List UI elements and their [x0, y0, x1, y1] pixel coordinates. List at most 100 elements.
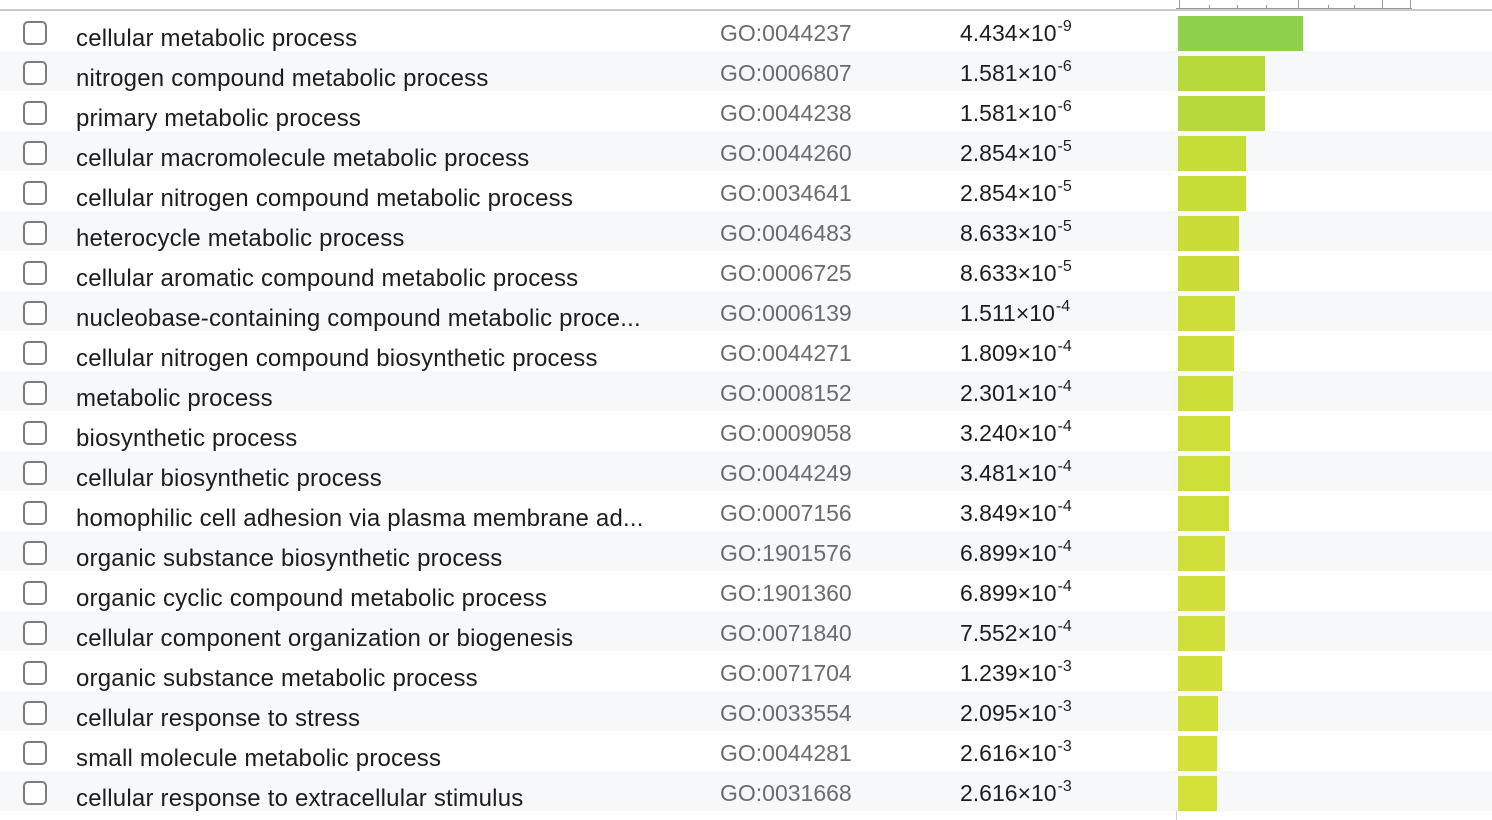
row-select-checkbox[interactable] [23, 541, 47, 565]
p-value-mantissa: 8.633 [960, 260, 1031, 286]
p-value-exponent: -5 [1057, 138, 1072, 155]
p-value: 3.84910-4 [960, 498, 1072, 531]
row-select-checkbox[interactable] [23, 581, 47, 605]
significance-bar [1178, 376, 1233, 411]
row-select-checkbox[interactable] [23, 661, 47, 685]
p-value-exponent: -3 [1057, 738, 1072, 755]
p-value-mantissa: 1.809 [960, 340, 1031, 366]
p-value-mantissa: 1.581 [960, 60, 1031, 86]
p-value: 8.63310-5 [960, 258, 1072, 291]
enrichment-table: cellular metabolic process GO:0044237 4.43… [0, 11, 1492, 812]
p-value-mantissa: 2.616 [960, 780, 1031, 806]
go-term-id: GO:0044249 [720, 460, 852, 486]
go-term-name: cellular macromolecule metabolic process [76, 145, 530, 172]
p-value: 1.58110-6 [960, 98, 1072, 131]
row-select-checkbox[interactable] [23, 381, 47, 405]
axis-tick [1354, 5, 1355, 9]
table-row: cellular biosynthetic process GO:0044249 3… [0, 451, 1492, 492]
p-value-base: 10 [1031, 740, 1057, 766]
p-value-exponent: -9 [1057, 18, 1072, 35]
go-term-id: GO:0031668 [720, 780, 852, 806]
go-term-name: cellular aromatic compound metabolic pro… [76, 265, 579, 292]
p-value-mantissa: 2.854 [960, 140, 1031, 166]
row-select-checkbox[interactable] [23, 781, 47, 805]
go-term-id: GO:0007156 [720, 500, 852, 526]
p-value-mantissa: 8.633 [960, 220, 1031, 246]
p-value-mantissa: 1.511 [960, 300, 1029, 326]
row-select-checkbox[interactable] [23, 421, 47, 445]
go-term-name: cellular metabolic process [76, 25, 358, 52]
axis-tick [1298, 0, 1299, 9]
significance-bar [1178, 16, 1303, 51]
p-value-exponent: -4 [1057, 618, 1072, 635]
p-value: 4.43410-9 [960, 18, 1072, 51]
p-value: 6.89910-4 [960, 538, 1072, 571]
p-value-exponent: -3 [1057, 658, 1072, 675]
p-value-base: 10 [1031, 180, 1057, 206]
p-value-base: 10 [1031, 700, 1057, 726]
p-value-mantissa: 2.095 [960, 700, 1031, 726]
table-row: cellular response to stress GO:0033554 2.0… [0, 691, 1492, 732]
go-term-id: GO:0006725 [720, 260, 852, 286]
go-term-name: cellular response to stress [76, 705, 361, 732]
p-value-mantissa: 3.849 [960, 500, 1031, 526]
row-select-checkbox[interactable] [23, 261, 47, 285]
p-value-base: 10 [1031, 620, 1057, 646]
p-value-mantissa: 2.616 [960, 740, 1031, 766]
bar-axis [1176, 0, 1416, 10]
table-row: cellular metabolic process GO:0044237 4.43… [0, 11, 1492, 52]
go-term-id: GO:0044281 [720, 740, 852, 766]
row-select-checkbox[interactable] [23, 621, 47, 645]
go-term-name: organic substance metabolic process [76, 665, 478, 692]
p-value-exponent: -5 [1057, 218, 1072, 235]
significance-bar [1178, 496, 1229, 531]
row-select-checkbox[interactable] [23, 341, 47, 365]
go-term-id: GO:0044238 [720, 100, 852, 126]
row-select-checkbox[interactable] [23, 501, 47, 525]
go-term-name: nitrogen compound metabolic process [76, 65, 489, 92]
table-row: cellular macromolecule metabolic process… [0, 131, 1492, 172]
significance-bar [1178, 256, 1239, 291]
p-value-exponent: -3 [1057, 778, 1072, 795]
significance-bar [1178, 336, 1234, 371]
go-term-name: cellular nitrogen compound biosynthetic … [76, 345, 598, 372]
p-value-exponent: -4 [1057, 578, 1072, 595]
row-select-checkbox[interactable] [23, 61, 47, 85]
significance-bar [1178, 536, 1225, 571]
p-value-exponent: -5 [1057, 178, 1072, 195]
row-select-checkbox[interactable] [23, 21, 47, 45]
p-value: 2.61610-3 [960, 738, 1072, 771]
go-term-name: cellular nitrogen compound metabolic pro… [76, 185, 574, 212]
row-select-checkbox[interactable] [23, 741, 47, 765]
go-term-id: GO:0044237 [720, 20, 852, 46]
go-term-id: GO:0033554 [720, 700, 852, 726]
go-term-name: organic cyclic compound metabolic proces… [76, 585, 548, 612]
p-value: 3.48110-4 [960, 458, 1072, 491]
go-term-id: GO:0006139 [720, 300, 852, 326]
table-row: nitrogen compound metabolic process GO:00… [0, 51, 1492, 92]
row-select-checkbox[interactable] [23, 101, 47, 125]
p-value: 2.61610-3 [960, 778, 1072, 811]
row-select-checkbox[interactable] [23, 461, 47, 485]
axis-tick [1266, 5, 1267, 9]
go-term-id: GO:0046483 [720, 220, 852, 246]
row-select-checkbox[interactable] [23, 141, 47, 165]
p-value: 2.30110-4 [960, 378, 1072, 411]
axis-tick [1410, 0, 1411, 9]
significance-bar [1178, 416, 1230, 451]
p-value: 3.24010-4 [960, 418, 1072, 451]
p-value-exponent: -4 [1055, 298, 1071, 315]
row-select-checkbox[interactable] [23, 301, 47, 325]
row-select-checkbox[interactable] [23, 181, 47, 205]
p-value-exponent: -4 [1057, 418, 1072, 435]
p-value-base: 10 [1031, 140, 1057, 166]
row-select-checkbox[interactable] [23, 221, 47, 245]
axis-tick [1209, 5, 1210, 9]
go-term-id: GO:0008152 [720, 380, 852, 406]
row-select-checkbox[interactable] [23, 701, 47, 725]
go-term-name: nucleobase-containing compound metabolic… [76, 305, 641, 332]
table-row: homophilic cell adhesion via plasma memb… [0, 491, 1492, 532]
p-value-base: 10 [1031, 260, 1057, 286]
p-value: 1.58110-6 [960, 58, 1072, 91]
significance-bar [1178, 216, 1239, 251]
